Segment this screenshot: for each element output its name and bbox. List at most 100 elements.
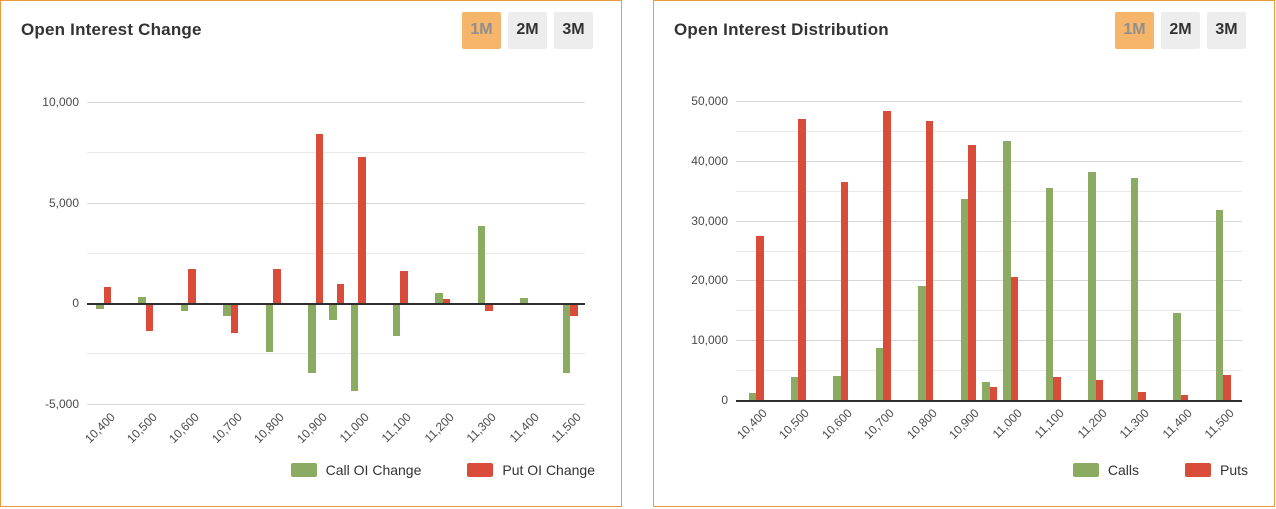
put-bar[interactable]	[570, 303, 578, 317]
gridline	[736, 190, 1242, 192]
gridline	[736, 310, 1242, 312]
x-axis-tick-label: 11,200	[1074, 406, 1110, 442]
call-bar[interactable]	[748, 392, 756, 400]
call-bar[interactable]	[1045, 188, 1054, 400]
x-axis-tick-label: 10,600	[818, 406, 855, 442]
put-bar[interactable]	[925, 121, 934, 400]
x-axis-tick-label: 10,900	[293, 410, 330, 446]
call-bar[interactable]	[790, 376, 799, 400]
legend-item-put-oi-change[interactable]: Put OI Change	[467, 462, 595, 478]
panel-open-interest-distribution: Open Interest Distribution 1M 2M 3M 0 10,…	[653, 0, 1275, 507]
legend-item-puts[interactable]: Puts	[1184, 462, 1248, 478]
put-bar[interactable]	[798, 118, 806, 400]
put-bar[interactable]	[103, 286, 111, 303]
timeframe-1m-button[interactable]: 1M	[1115, 11, 1154, 49]
x-axis-tick-label: 11,300	[1116, 406, 1152, 442]
legend-label: Puts	[1219, 462, 1248, 478]
x-axis-tick-label: 10,400	[734, 406, 770, 442]
legend-label: Call OI Change	[325, 462, 422, 478]
call-bar[interactable]	[918, 286, 926, 400]
put-bar[interactable]	[883, 111, 891, 400]
put-bar[interactable]	[358, 157, 366, 303]
put-bar[interactable]	[230, 303, 239, 334]
gridline	[736, 130, 1242, 132]
call-bar[interactable]	[1130, 177, 1139, 400]
oi-distribution-chart: 0 10,000 20,000 30,000 40,000 50,000 10,400 10,…	[654, 1, 1274, 506]
page-title: Open Interest Change	[21, 20, 202, 39]
call-bar[interactable]	[96, 303, 104, 309]
put-bar[interactable]	[442, 299, 451, 303]
y-axis-tick-label: 10,000	[42, 95, 79, 109]
x-axis-tick-label: 11,400	[506, 410, 542, 446]
y-axis-tick-label: -5,000	[44, 396, 79, 411]
legend-item-call-oi-change[interactable]: Call OI Change	[290, 462, 422, 478]
call-bar[interactable]	[833, 375, 841, 400]
gridline	[87, 252, 585, 254]
call-bar[interactable]	[982, 381, 990, 400]
timeframe-3m-button[interactable]: 3M	[1207, 11, 1246, 49]
call-bar[interactable]	[520, 298, 528, 303]
put-bar[interactable]	[1138, 391, 1146, 400]
call-bar[interactable]	[1215, 210, 1223, 400]
x-axis-tick-label: 11,500	[548, 410, 584, 446]
x-axis-tick-label: 11,100	[379, 410, 415, 446]
gridline	[87, 403, 585, 405]
timeframe-2m-button[interactable]: 2M	[508, 11, 547, 49]
put-bar[interactable]	[1223, 374, 1231, 400]
timeframe-3m-button[interactable]: 3M	[554, 11, 593, 49]
put-bar[interactable]	[1095, 380, 1104, 400]
put-bar[interactable]	[485, 303, 493, 311]
call-bar[interactable]	[1088, 171, 1096, 400]
gridline	[87, 202, 585, 204]
call-bar[interactable]	[1003, 141, 1011, 400]
put-swatch	[467, 463, 494, 477]
call-bar[interactable]	[392, 303, 401, 337]
y-axis-tick-label: 0	[72, 296, 79, 310]
put-bar[interactable]	[315, 134, 324, 303]
gridline	[736, 101, 1242, 102]
put-bar[interactable]	[840, 181, 849, 400]
y-axis-tick-label: 20,000	[691, 273, 728, 288]
put-bar[interactable]	[968, 144, 976, 400]
gridline	[736, 220, 1242, 222]
panel-open-interest-change: Open Interest Change 1M 2M 3M -5,000 0 5,0…	[0, 0, 622, 507]
call-bar[interactable]	[329, 303, 337, 321]
call-bar[interactable]	[265, 303, 274, 353]
call-bar[interactable]	[223, 303, 231, 317]
put-bar[interactable]	[273, 268, 281, 303]
legend-label: Put OI Change	[502, 462, 595, 478]
timeframe-2m-button[interactable]: 2M	[1161, 11, 1200, 49]
call-bar[interactable]	[308, 303, 316, 374]
x-axis-tick-label: 10,500	[776, 406, 813, 442]
call-bar[interactable]	[562, 303, 571, 374]
timeframe-1m-button[interactable]: 1M	[462, 11, 501, 49]
put-bar[interactable]	[1010, 277, 1019, 400]
put-bar[interactable]	[1053, 376, 1061, 400]
call-bar[interactable]	[960, 198, 969, 400]
put-bar[interactable]	[989, 386, 997, 400]
oi-change-chart: -5,000 0 5,000 10,000 10,400 10,500 10,600 10,7…	[1, 1, 621, 506]
put-bar[interactable]	[336, 283, 345, 303]
put-bar[interactable]	[1180, 395, 1188, 400]
oi-distribution-legend: Calls Puts	[654, 462, 1274, 478]
call-bar[interactable]	[477, 225, 486, 303]
put-bar[interactable]	[756, 235, 764, 400]
y-axis-tick-label: 30,000	[691, 213, 728, 228]
legend-label: Calls	[1107, 462, 1139, 478]
call-bar[interactable]	[350, 303, 358, 392]
x-axis-tick-label: 11,400	[1159, 406, 1195, 442]
call-bar[interactable]	[875, 348, 884, 400]
page-title: Open Interest Distribution	[674, 20, 889, 39]
call-bar[interactable]	[1173, 313, 1181, 400]
put-bar[interactable]	[145, 303, 154, 332]
gridline	[736, 280, 1242, 282]
put-bar[interactable]	[188, 268, 196, 303]
legend-item-calls[interactable]: Calls	[1072, 462, 1139, 478]
put-bar[interactable]	[400, 270, 408, 303]
call-bar[interactable]	[435, 292, 443, 303]
x-axis-tick-label: 10,700	[861, 406, 898, 442]
call-bar[interactable]	[138, 297, 146, 303]
x-axis-tick-label: 11,500	[1201, 406, 1237, 442]
call-bar[interactable]	[180, 303, 189, 311]
